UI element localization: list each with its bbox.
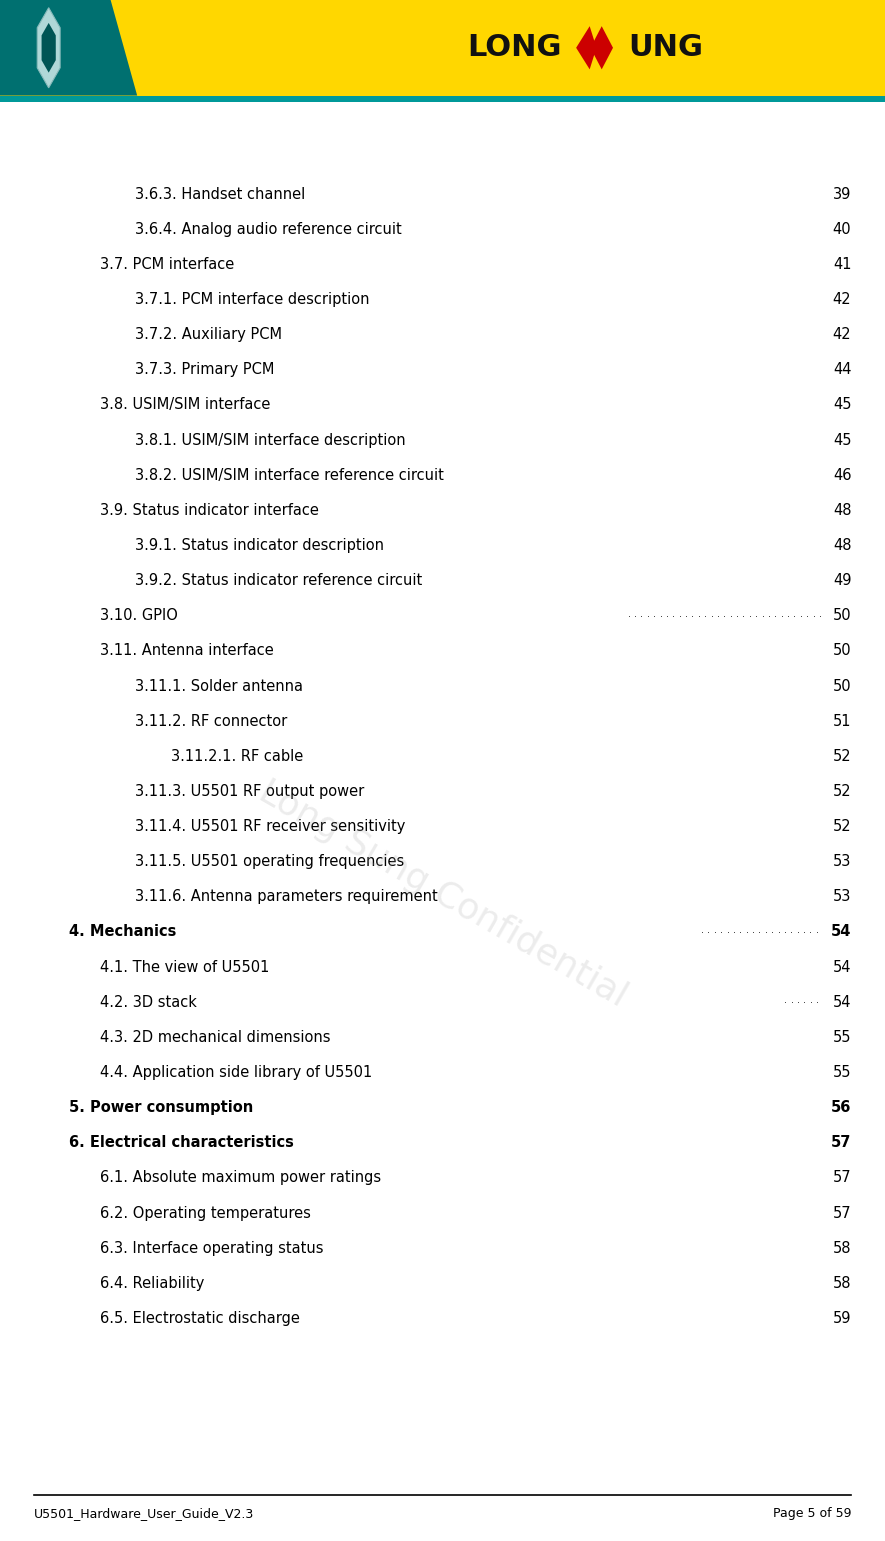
Text: 45: 45: [833, 398, 851, 413]
Text: 4.2. 3D stack: 4.2. 3D stack: [100, 995, 196, 1009]
Text: 42: 42: [833, 327, 851, 342]
Text: 40: 40: [833, 222, 851, 237]
Text: 6.2. Operating temperatures: 6.2. Operating temperatures: [100, 1205, 311, 1220]
Text: 3.11.4. U5501 RF receiver sensitivity: 3.11.4. U5501 RF receiver sensitivity: [135, 820, 406, 834]
Polygon shape: [0, 0, 137, 96]
Text: 3.6.3. Handset channel: 3.6.3. Handset channel: [135, 186, 305, 202]
Text: UNG: UNG: [628, 34, 704, 62]
Text: 3.9. Status indicator interface: 3.9. Status indicator interface: [100, 502, 319, 518]
Text: Page 5 of 59: Page 5 of 59: [773, 1507, 851, 1519]
Text: 52: 52: [833, 784, 851, 798]
Text: 50: 50: [833, 678, 851, 693]
Text: 6.4. Reliability: 6.4. Reliability: [100, 1276, 204, 1291]
Text: 39: 39: [833, 186, 851, 202]
Text: 3.7.3. Primary PCM: 3.7.3. Primary PCM: [135, 362, 274, 378]
FancyBboxPatch shape: [0, 0, 885, 96]
Text: 53: 53: [833, 854, 851, 869]
Text: 54: 54: [833, 960, 851, 974]
Text: 54: 54: [831, 925, 851, 940]
Text: 52: 52: [833, 820, 851, 834]
Text: 5. Power consumption: 5. Power consumption: [69, 1100, 253, 1116]
Text: LONG: LONG: [467, 34, 562, 62]
Text: 57: 57: [833, 1171, 851, 1185]
Text: 3.7.1. PCM interface description: 3.7.1. PCM interface description: [135, 293, 370, 307]
Text: 51: 51: [833, 713, 851, 729]
Text: Long Sung Confidential: Long Sung Confidential: [252, 774, 633, 1014]
Text: 3.11.1. Solder antenna: 3.11.1. Solder antenna: [135, 678, 304, 693]
Text: 6.1. Absolute maximum power ratings: 6.1. Absolute maximum power ratings: [100, 1171, 381, 1185]
Text: 4.1. The view of U5501: 4.1. The view of U5501: [100, 960, 269, 974]
Text: 3.11.6. Antenna parameters requirement: 3.11.6. Antenna parameters requirement: [135, 889, 438, 905]
FancyBboxPatch shape: [0, 96, 885, 102]
Text: 4.4. Application side library of U5501: 4.4. Application side library of U5501: [100, 1065, 373, 1080]
Text: 3.11.3. U5501 RF output power: 3.11.3. U5501 RF output power: [135, 784, 365, 798]
Text: 53: 53: [833, 889, 851, 905]
Text: 3.8.1. USIM/SIM interface description: 3.8.1. USIM/SIM interface description: [135, 433, 406, 447]
Text: 52: 52: [833, 749, 851, 764]
Text: 42: 42: [833, 293, 851, 307]
Text: 58: 58: [833, 1276, 851, 1291]
Text: 50: 50: [833, 609, 851, 623]
Text: 57: 57: [831, 1136, 851, 1150]
Text: 3.8. USIM/SIM interface: 3.8. USIM/SIM interface: [100, 398, 271, 413]
Text: 3.7. PCM interface: 3.7. PCM interface: [100, 257, 235, 271]
Text: 48: 48: [833, 502, 851, 518]
Text: 3.11. Antenna interface: 3.11. Antenna interface: [100, 644, 273, 658]
Text: 3.11.2.1. RF cable: 3.11.2.1. RF cable: [171, 749, 303, 764]
Text: 3.11.2. RF connector: 3.11.2. RF connector: [135, 713, 288, 729]
Text: 49: 49: [833, 573, 851, 589]
Polygon shape: [37, 8, 60, 88]
Text: 50: 50: [833, 644, 851, 658]
Polygon shape: [576, 26, 596, 69]
Text: 45: 45: [833, 433, 851, 447]
Text: 48: 48: [833, 538, 851, 553]
Text: 55: 55: [833, 1065, 851, 1080]
Text: 6. Electrical characteristics: 6. Electrical characteristics: [69, 1136, 294, 1150]
Text: 56: 56: [831, 1100, 851, 1116]
Text: 3.9.2. Status indicator reference circuit: 3.9.2. Status indicator reference circui…: [135, 573, 423, 589]
Text: 6.3. Interface operating status: 6.3. Interface operating status: [100, 1241, 324, 1256]
Text: 3.10. GPIO: 3.10. GPIO: [100, 609, 178, 623]
Text: 3.7.2. Auxiliary PCM: 3.7.2. Auxiliary PCM: [135, 327, 282, 342]
Text: 3.6.4. Analog audio reference circuit: 3.6.4. Analog audio reference circuit: [135, 222, 402, 237]
Polygon shape: [590, 26, 613, 69]
Text: U5501_Hardware_User_Guide_V2.3: U5501_Hardware_User_Guide_V2.3: [34, 1507, 254, 1519]
Text: 59: 59: [833, 1311, 851, 1325]
Text: 57: 57: [833, 1205, 851, 1220]
Text: 3.8.2. USIM/SIM interface reference circuit: 3.8.2. USIM/SIM interface reference circ…: [135, 468, 444, 482]
Text: 55: 55: [833, 1029, 851, 1045]
Text: 3.9.1. Status indicator description: 3.9.1. Status indicator description: [135, 538, 384, 553]
Text: 54: 54: [833, 995, 851, 1009]
Text: 44: 44: [833, 362, 851, 378]
Text: 58: 58: [833, 1241, 851, 1256]
Text: 6.5. Electrostatic discharge: 6.5. Electrostatic discharge: [100, 1311, 300, 1325]
Text: 3.11.5. U5501 operating frequencies: 3.11.5. U5501 operating frequencies: [135, 854, 404, 869]
Text: 46: 46: [833, 468, 851, 482]
Polygon shape: [42, 23, 56, 72]
Text: 41: 41: [833, 257, 851, 271]
Text: 4. Mechanics: 4. Mechanics: [69, 925, 176, 940]
Text: 4.3. 2D mechanical dimensions: 4.3. 2D mechanical dimensions: [100, 1029, 330, 1045]
